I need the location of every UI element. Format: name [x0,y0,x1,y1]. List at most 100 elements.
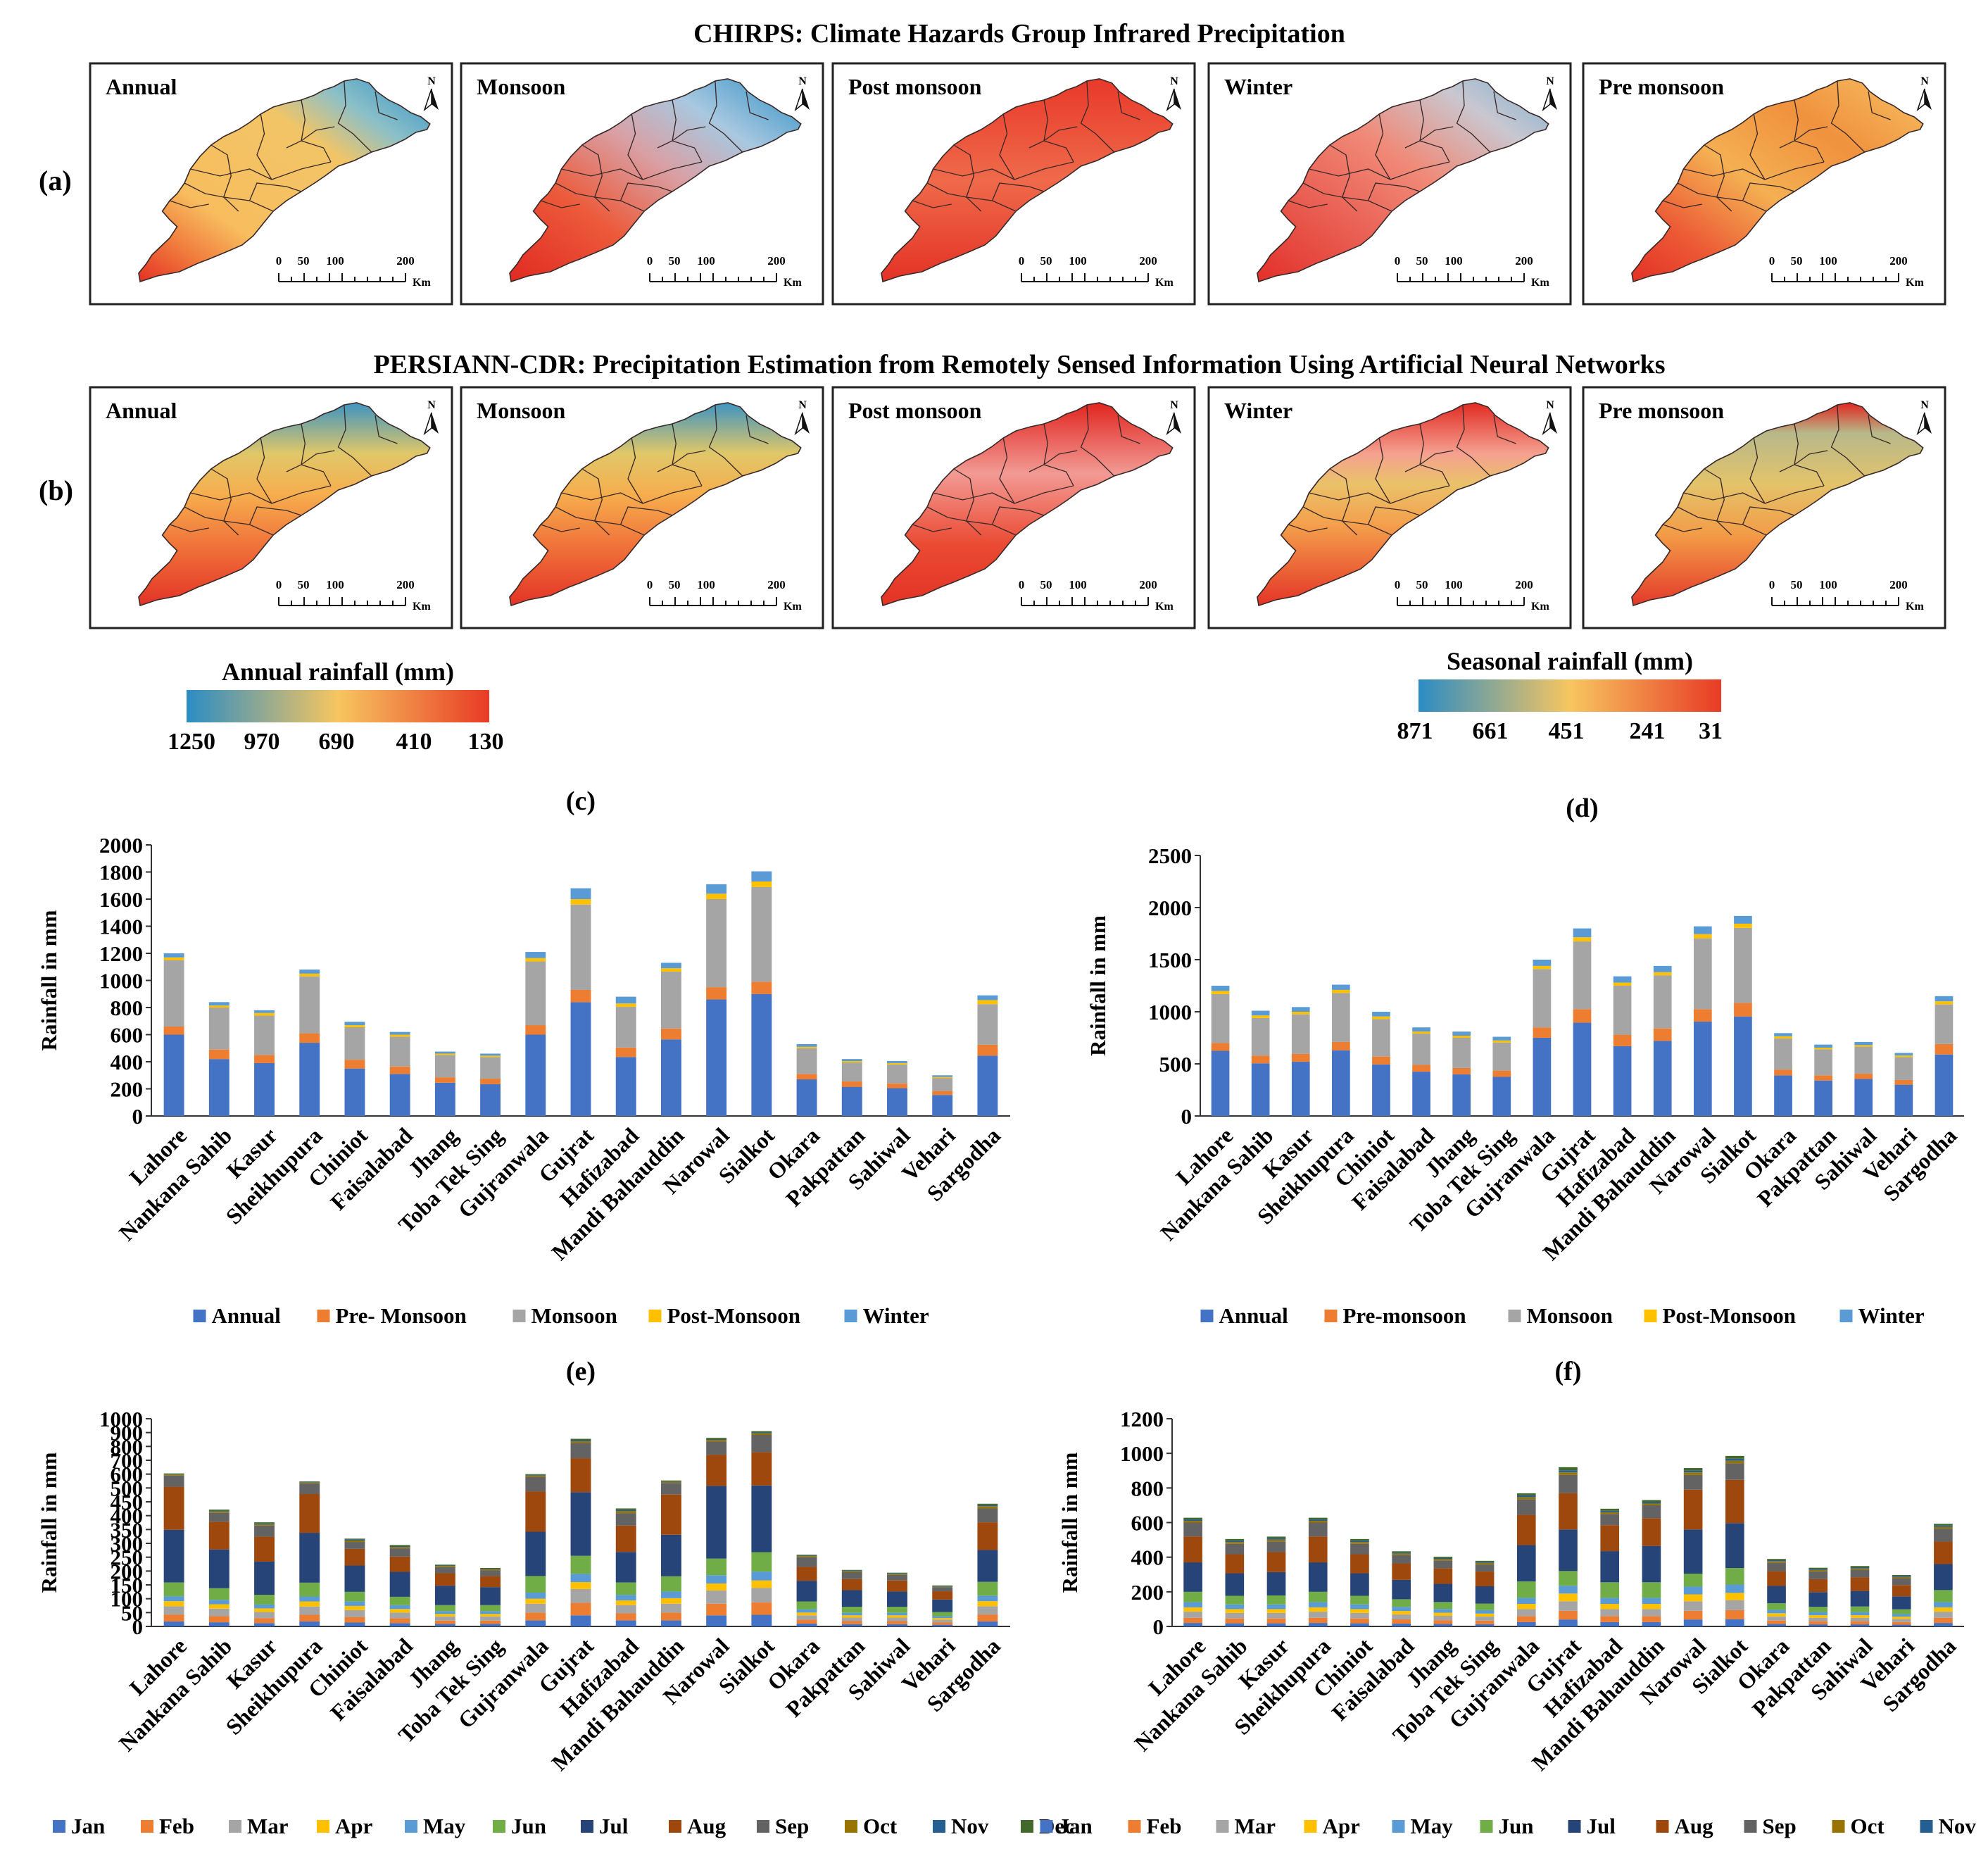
bar-segment [1934,1564,1953,1591]
bar-segment [841,1569,862,1571]
province-map [881,78,1174,283]
annual-legend-tick: 970 [244,729,280,755]
bar-segment [1934,1617,1953,1624]
north-label: N [427,399,436,411]
bar-segment [1225,1542,1245,1544]
bar-segment [1808,1567,1828,1569]
y-tick-label: 300 [111,1531,144,1556]
bar-segment [1814,1049,1832,1076]
bar-segment [1392,1551,1411,1553]
north-arrow-icon: N [1916,75,1932,112]
bar-segment [1693,926,1712,934]
scale-unit: Km [413,277,431,289]
chart-panel-label: (e) [566,1357,596,1386]
bar-segment [570,1602,591,1616]
bar-segment [1808,1617,1828,1622]
bar-segment [1814,1080,1832,1116]
y-tick-label: 450 [111,1490,144,1514]
bar-segment [1725,1479,1744,1524]
bar-segment [163,1475,184,1487]
bar-segment [1225,1595,1245,1605]
legend-label: Mar [247,1814,289,1838]
bar-segment [660,1483,681,1495]
bar-segment [434,1616,455,1621]
scale-tick-label: 0 [647,578,653,591]
bar-segment [1693,1022,1712,1116]
bar-segment [660,971,681,1029]
bar-segment [887,1574,907,1581]
bar-segment [1693,938,1712,1010]
bar-segment [525,1620,546,1626]
bar-segment [706,1575,727,1584]
bar-segment [660,968,681,972]
bar-segment [1642,1622,1661,1626]
bar-segment [796,1079,817,1116]
bar-segment [887,1621,907,1624]
bar-segment [1392,1563,1411,1580]
north-arrow-right [432,89,439,110]
bar-segment [932,1091,953,1096]
district-boundary [561,485,703,504]
bar-segment [434,1573,455,1586]
bar-segment [1892,1617,1911,1619]
bar-segment [1350,1538,1369,1541]
bar-segment [1308,1591,1328,1602]
district-boundary [184,506,274,536]
district-boundary [249,506,302,525]
district-boundary [1367,182,1421,201]
bar-segment [254,1561,275,1595]
district-boundary [210,144,239,212]
district-boundary [1456,404,1491,477]
north-arrow-icon: N [423,399,439,436]
bar-segment [1332,1050,1350,1116]
bar-segment [1892,1622,1911,1625]
bar-segment [660,1576,681,1592]
bar-segment [1600,1525,1620,1552]
bar-segment [1774,1036,1792,1039]
north-arrow-right [1174,413,1181,434]
bar-segment [570,1588,591,1603]
district-boundary [1662,524,1702,532]
bar-segment [1559,1467,1578,1471]
scale-unit: Km [1906,277,1924,289]
scale-tick-label: 0 [276,254,282,268]
district-boundary [746,91,769,120]
bar-segment [660,1481,681,1482]
bar-segment [570,1441,591,1443]
y-tick-label: 50 [121,1600,143,1625]
bar-segment [1683,1586,1703,1595]
bar-segment [1683,1594,1703,1602]
bar-segment [1516,1493,1536,1495]
bar-segment [1308,1617,1328,1624]
bar-segment [208,1604,229,1609]
bar-segment [1808,1624,1828,1626]
scale-bar: 0 50 100 200 Km [647,254,803,289]
bar-segment [344,1565,365,1592]
bar-segment [1516,1616,1536,1622]
bar-segment [1492,1070,1511,1077]
bar-segment [1266,1595,1286,1605]
bar-segment [1308,1602,1328,1607]
legend-swatch [648,1310,662,1322]
bar-segment [1934,1001,1954,1005]
bar-segment [1475,1564,1495,1572]
bar-segment [344,1601,365,1606]
bar-segment [1600,1514,1620,1526]
legend-label: Mar [1235,1814,1276,1838]
bar-segment [706,1440,727,1442]
bar-segment [1211,1050,1230,1116]
scale-tick-label: 200 [1889,254,1908,268]
legend-swatch [1644,1310,1657,1322]
bar-segment [1767,1571,1786,1586]
bar-segment [1211,991,1230,994]
bar-segment [1392,1619,1411,1624]
bar-segment [796,1074,817,1080]
bar-segment [615,1513,636,1526]
bar-segment [254,1623,275,1626]
bar-segment [1332,984,1350,990]
bar-segment [1183,1602,1202,1607]
y-tick-label: 800 [111,996,144,1020]
bar-segment [977,1004,998,1045]
legend-swatch [53,1820,65,1833]
